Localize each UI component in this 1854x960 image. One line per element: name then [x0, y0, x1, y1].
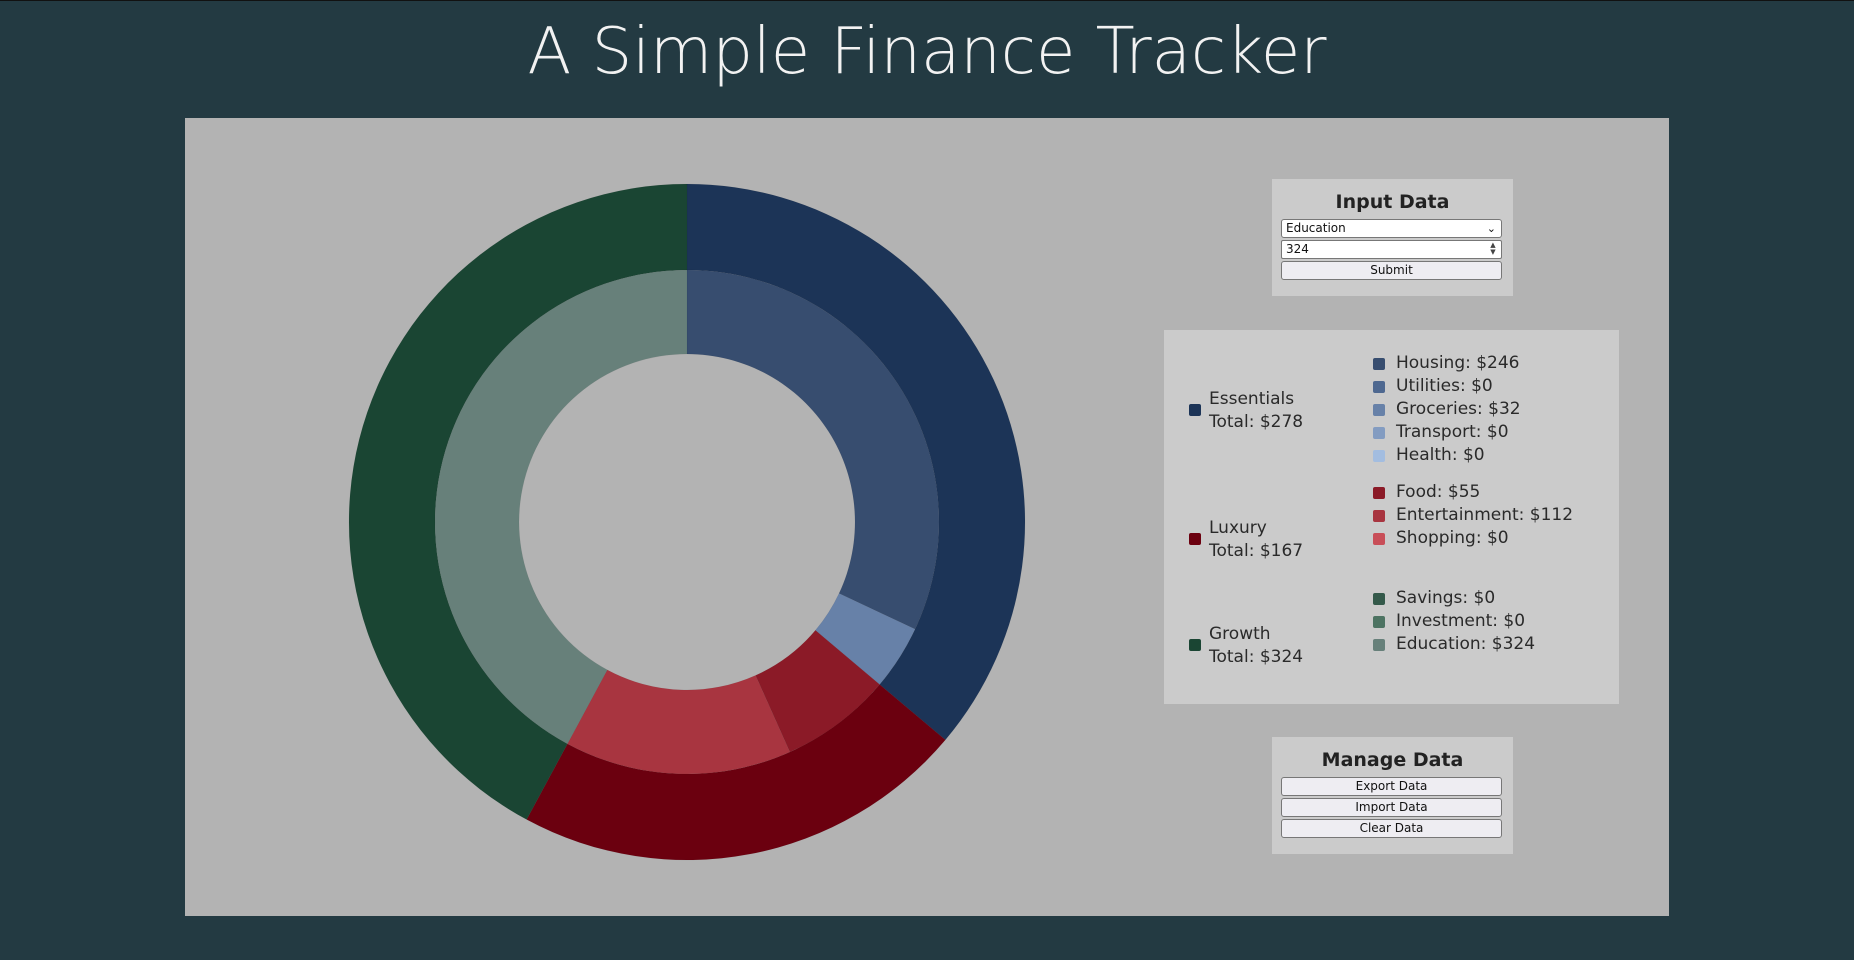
- legend-group-total: Total: $324: [1209, 647, 1304, 667]
- inner-slice-groceries[interactable]: [815, 593, 916, 685]
- legend-item: Shopping: $0: [1373, 527, 1509, 550]
- inner-ring: [434, 269, 940, 775]
- clear-data-button[interactable]: Clear Data: [1281, 819, 1502, 838]
- inner-slice-housing[interactable]: [686, 269, 940, 630]
- inner-slice-entertainment[interactable]: [567, 669, 791, 775]
- legend-item-label: Health: $0: [1396, 445, 1485, 465]
- legend-item: Food: $55: [1373, 481, 1480, 504]
- legend-item-label: Utilities: $0: [1396, 376, 1493, 396]
- spinner-icon[interactable]: ▲ ▼: [1490, 241, 1496, 256]
- legend-item-label: Housing: $246: [1396, 353, 1520, 373]
- legend-swatch: [1373, 510, 1385, 522]
- top-border: [0, 0, 1854, 1]
- legend-item: Groceries: $32: [1373, 398, 1521, 421]
- legend-item-label: Savings: $0: [1396, 588, 1496, 608]
- input-heading: Input Data: [1335, 191, 1450, 213]
- legend-item: Utilities: $0: [1373, 375, 1493, 398]
- category-select[interactable]: Education ⌄: [1281, 219, 1502, 238]
- legend-swatch: [1373, 358, 1385, 370]
- legend-swatch: [1373, 593, 1385, 605]
- amount-input-value: 324: [1286, 242, 1309, 256]
- legend-item-label: Shopping: $0: [1396, 528, 1509, 548]
- manage-data-box: Manage Data Export Data Import Data Clea…: [1272, 737, 1513, 854]
- amount-input[interactable]: 324 ▲ ▼: [1281, 240, 1502, 259]
- legend-group-luxury: Luxury Total: $167: [1189, 517, 1303, 563]
- main-panel: Input Data Education ⌄ 324 ▲ ▼ Submit Ess…: [185, 118, 1669, 916]
- legend-item: Health: $0: [1373, 444, 1485, 467]
- legend-swatch: [1373, 450, 1385, 462]
- export-data-button[interactable]: Export Data: [1281, 777, 1502, 796]
- legend-swatch: [1189, 533, 1201, 545]
- legend-group-name: Luxury: [1209, 518, 1267, 538]
- legend-group-total: Total: $278: [1209, 412, 1304, 432]
- donut-chart: [348, 183, 1026, 861]
- legend-item-label: Groceries: $32: [1396, 399, 1521, 419]
- legend-item: Entertainment: $112: [1373, 504, 1573, 527]
- legend-item-label: Education: $324: [1396, 634, 1536, 654]
- legend-item: Education: $324: [1373, 633, 1535, 656]
- chevron-down-icon: ⌄: [1486, 222, 1496, 235]
- legend-item: Housing: $246: [1373, 352, 1520, 375]
- inner-slice-food[interactable]: [755, 629, 880, 753]
- legend-swatch: [1373, 616, 1385, 628]
- legend-item-label: Food: $55: [1396, 482, 1481, 502]
- legend-item: Savings: $0: [1373, 587, 1495, 610]
- legend-item-label: Transport: $0: [1396, 422, 1509, 442]
- legend-swatch: [1373, 639, 1385, 651]
- legend-swatch: [1373, 487, 1385, 499]
- legend-swatch: [1189, 404, 1201, 416]
- submit-button[interactable]: Submit: [1281, 261, 1502, 280]
- legend-box: Essentials Total: $278 Housing: $246 Utilit…: [1164, 330, 1619, 704]
- legend-group-total: Total: $167: [1209, 541, 1304, 561]
- legend-item: Transport: $0: [1373, 421, 1509, 444]
- legend-group-essentials: Essentials Total: $278: [1189, 388, 1303, 434]
- legend-item: Investment: $0: [1373, 610, 1525, 633]
- legend-swatch: [1373, 404, 1385, 416]
- legend-group-growth: Growth Total: $324: [1189, 623, 1303, 669]
- manage-heading: Manage Data: [1321, 749, 1464, 771]
- legend-swatch: [1373, 427, 1385, 439]
- legend-swatch: [1373, 381, 1385, 393]
- legend-group-name: Growth: [1209, 624, 1271, 644]
- input-data-box: Input Data Education ⌄ 324 ▲ ▼ Submit: [1272, 179, 1513, 296]
- outer-ring: [348, 183, 1026, 861]
- import-data-button[interactable]: Import Data: [1281, 798, 1502, 817]
- category-select-value: Education: [1286, 221, 1346, 235]
- legend-swatch: [1373, 533, 1385, 545]
- legend-group-name: Essentials: [1209, 389, 1295, 409]
- legend-item-label: Investment: $0: [1396, 611, 1526, 631]
- inner-slice-education[interactable]: [434, 269, 688, 745]
- legend-swatch: [1189, 639, 1201, 651]
- legend-item-label: Entertainment: $112: [1396, 505, 1574, 525]
- page-title: A Simple Finance Tracker: [527, 15, 1327, 89]
